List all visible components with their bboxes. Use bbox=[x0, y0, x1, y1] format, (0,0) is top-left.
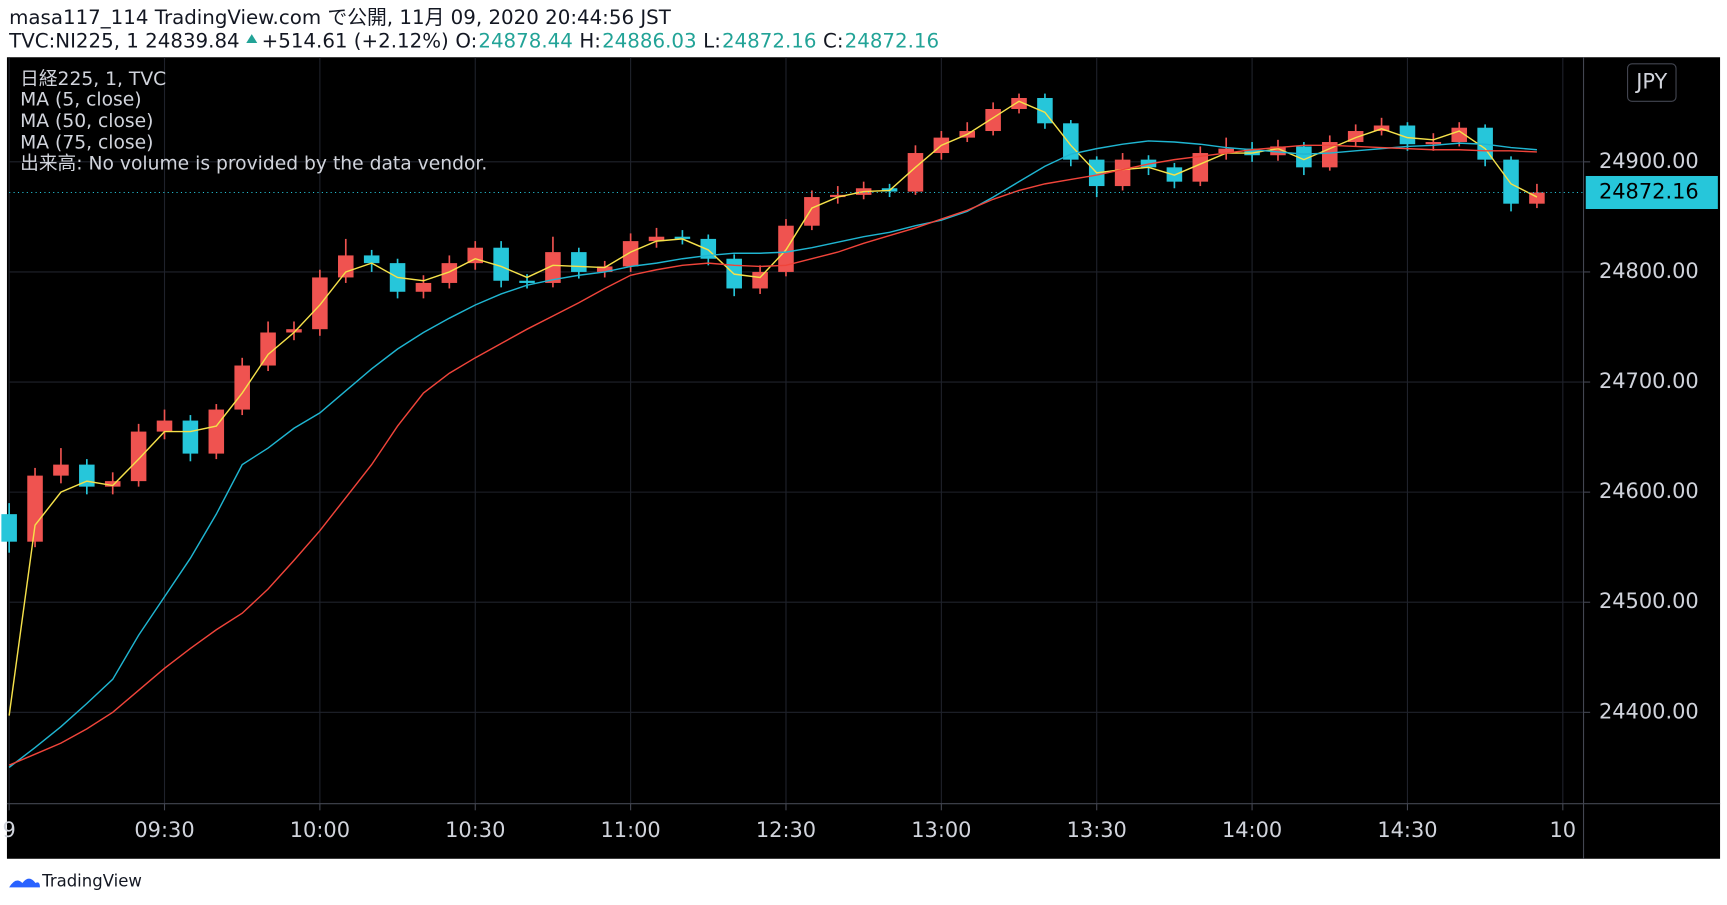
ohlc-value: 24886.03 bbox=[602, 29, 696, 52]
symbol: TVC:NI225, 1 24839.84 bbox=[8, 29, 240, 52]
candle-body bbox=[208, 409, 225, 454]
ma-line bbox=[8, 144, 1537, 766]
candle-body bbox=[312, 277, 328, 330]
x-tick-label: 09:30 bbox=[134, 818, 194, 842]
candle-body bbox=[104, 481, 121, 487]
last-price-label: 24872.16 bbox=[1599, 179, 1699, 203]
candle-body bbox=[1296, 146, 1312, 168]
y-tick-label: 24600.00 bbox=[1599, 479, 1699, 503]
plot bbox=[1, 57, 1591, 811]
ohlc-label: O: bbox=[455, 29, 477, 52]
candle-body bbox=[1347, 131, 1364, 143]
last-price-box bbox=[1585, 175, 1718, 210]
x-tick-label: 9 bbox=[2, 818, 15, 842]
candle-body bbox=[53, 464, 69, 476]
candle-body bbox=[648, 236, 665, 242]
ohlc-label: L: bbox=[703, 29, 721, 52]
candle-body bbox=[571, 252, 587, 272]
candle-body bbox=[1425, 142, 1442, 145]
candle-body bbox=[1114, 159, 1131, 187]
candle-body bbox=[1270, 146, 1286, 156]
candle-body bbox=[1503, 159, 1519, 204]
ma-line bbox=[8, 140, 1537, 768]
candle-body bbox=[1322, 142, 1338, 168]
footer-brand: TradingView bbox=[41, 871, 142, 890]
x-tick-label: 14:00 bbox=[1222, 818, 1282, 842]
candle-body bbox=[234, 365, 250, 410]
ohlc-value: 24872.16 bbox=[845, 29, 939, 52]
currency-box[interactable] bbox=[1627, 63, 1677, 102]
candle-body bbox=[1192, 153, 1209, 182]
x-tick-label: 14:30 bbox=[1377, 818, 1437, 842]
y-tick-label: 24900.00 bbox=[1599, 149, 1699, 173]
y-tick-label: 24500.00 bbox=[1599, 589, 1699, 613]
up-arrow bbox=[246, 34, 258, 43]
candle-body bbox=[519, 280, 535, 283]
candle-body bbox=[830, 194, 846, 198]
candle-body bbox=[1063, 123, 1079, 160]
candle-body bbox=[907, 153, 924, 192]
x-tick-label: 13:30 bbox=[1067, 818, 1127, 842]
candle-body bbox=[156, 420, 173, 432]
candle-body bbox=[545, 252, 561, 283]
ohlc-label: H: bbox=[579, 29, 601, 52]
legend-entry: MA (50, close) bbox=[20, 111, 153, 132]
candle-body bbox=[182, 420, 199, 454]
candle-body bbox=[260, 332, 276, 366]
x-tick-label: 10:30 bbox=[445, 818, 505, 842]
candle-body bbox=[441, 263, 458, 283]
candle-body bbox=[363, 255, 380, 264]
ohlc-label: C: bbox=[823, 29, 844, 52]
candle-body bbox=[985, 108, 1001, 132]
candle-body bbox=[286, 329, 302, 333]
candle-body bbox=[804, 197, 820, 226]
y-tick-label: 24700.00 bbox=[1599, 369, 1699, 393]
candle-body bbox=[596, 266, 613, 272]
x-tick-label: 12:30 bbox=[756, 818, 816, 842]
volume-note: 出来高: No volume is provided by the data v… bbox=[20, 154, 487, 175]
candle-body bbox=[1218, 148, 1234, 154]
x-tick-label: 10:00 bbox=[290, 818, 350, 842]
publisher: masa117_114 TradingView.com で公開, 11月 09,… bbox=[9, 6, 672, 29]
chart-pane bbox=[6, 57, 1721, 859]
logo bbox=[9, 878, 40, 888]
candle-body bbox=[130, 431, 147, 482]
x-tick-label: 13:00 bbox=[911, 818, 971, 842]
ohlc-value: 24872.16 bbox=[722, 29, 816, 52]
candle-body bbox=[415, 282, 432, 292]
legend-entry: MA (5, close) bbox=[20, 90, 141, 111]
candle-body bbox=[338, 255, 354, 278]
candle-body bbox=[1011, 97, 1027, 109]
currency: JPY bbox=[1634, 70, 1667, 94]
y-tick-label: 24800.00 bbox=[1599, 259, 1699, 283]
candle-body bbox=[1244, 148, 1260, 156]
candle-body bbox=[1451, 127, 1468, 143]
x-tick-label: 11:00 bbox=[600, 818, 660, 842]
y-tick-label: 24400.00 bbox=[1599, 699, 1699, 723]
candle-body bbox=[27, 475, 43, 542]
ma-line bbox=[8, 100, 1538, 716]
candle-body bbox=[674, 236, 691, 239]
legend-title: 日経225, 1, TVC bbox=[20, 69, 166, 90]
change: +514.61 (+2.12%) bbox=[262, 29, 449, 52]
candle-body bbox=[493, 247, 509, 281]
candle-body bbox=[1529, 192, 1545, 204]
ohlc-value: 24878.44 bbox=[478, 29, 572, 52]
candle-body bbox=[622, 241, 639, 267]
candle-body bbox=[1, 514, 17, 542]
legend-entry: MA (75, close) bbox=[20, 133, 153, 154]
candle-body bbox=[752, 271, 768, 289]
x-tick-label: 10 bbox=[1550, 818, 1577, 842]
candle-body bbox=[1399, 125, 1416, 145]
header-quote: +514.61 (+2.12%) O: 24878.44 H: 24886.03 L: 24… bbox=[246, 29, 939, 52]
